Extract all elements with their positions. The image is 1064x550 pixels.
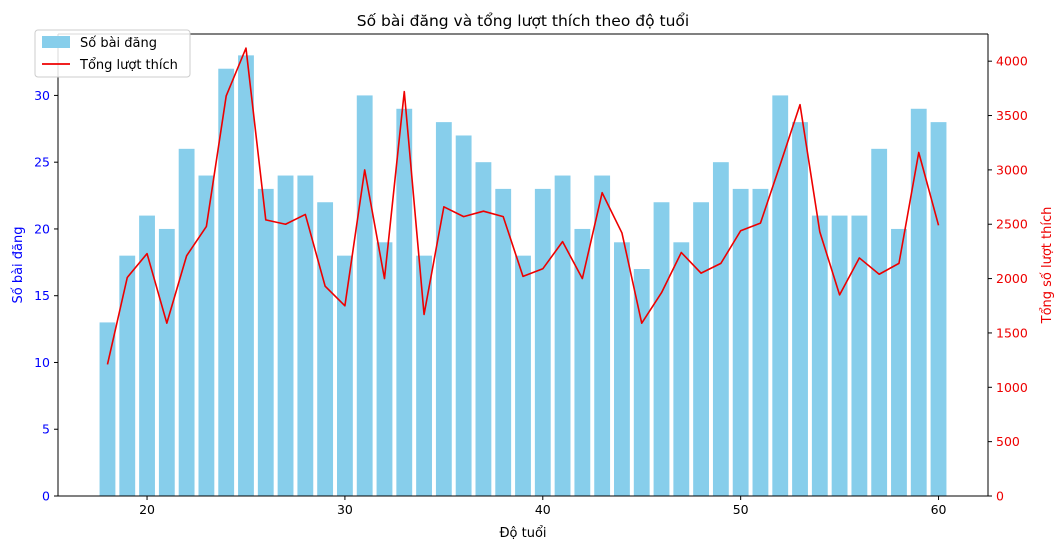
- x-tick-label: 40: [535, 502, 551, 517]
- y-right-tick-label: 2000: [996, 271, 1028, 286]
- x-axis-title: Độ tuổi: [499, 526, 546, 541]
- y-right-tick-label: 1000: [996, 380, 1028, 395]
- bar: [614, 242, 630, 496]
- bar: [693, 202, 709, 496]
- y-right-tick-label: 4000: [996, 54, 1028, 69]
- likes-line: [106, 47, 940, 365]
- bar: [653, 202, 670, 496]
- bar: [594, 175, 611, 496]
- y-axis-right-title: Tổng số lượt thích: [1040, 207, 1055, 325]
- legend-line-label: Tổng lượt thích: [79, 58, 178, 73]
- bar: [871, 148, 888, 496]
- bar: [851, 215, 868, 496]
- bar: [574, 228, 591, 496]
- y-left-tick-label: 25: [34, 155, 50, 170]
- bar: [732, 188, 749, 496]
- bar: [238, 55, 254, 496]
- bar: [831, 215, 848, 496]
- axes: 20 30 40 50 60 0 5 10 15 20 25 30 0 500 1000 1500 2000 25…: [34, 33, 1028, 517]
- bar: [515, 255, 531, 496]
- bar: [297, 175, 314, 496]
- y-right-tick-label: 3000: [996, 162, 1028, 177]
- y-left-tick-label: 20: [34, 221, 50, 236]
- bar: [752, 188, 769, 496]
- bar: [198, 175, 215, 496]
- y-right-tick-label: 1500: [996, 325, 1028, 340]
- bar: [891, 228, 907, 496]
- y-left-tick-label: 15: [34, 288, 50, 303]
- bar: [633, 269, 650, 496]
- bar: [455, 135, 472, 496]
- legend-box: [34, 29, 191, 78]
- bar: [218, 68, 235, 496]
- x-tick-label: 30: [337, 502, 353, 517]
- y-right-tick-label: 500: [996, 434, 1020, 449]
- bar: [119, 255, 136, 496]
- bar: [158, 228, 175, 496]
- x-tick-label: 60: [931, 502, 947, 517]
- bar: [534, 188, 551, 496]
- bar: [792, 122, 808, 496]
- bar: [356, 95, 373, 496]
- bar: [317, 202, 334, 496]
- bar: [930, 122, 947, 496]
- legend: Số bài đăng Tổng lượt thích: [34, 29, 191, 78]
- y-left-tick-label: 10: [34, 355, 50, 370]
- bar: [435, 122, 452, 496]
- y-right-tick-label: 3500: [996, 108, 1028, 123]
- bar: [376, 242, 393, 496]
- bar-series: [99, 55, 947, 496]
- y-axis-left-title: Số bài đăng: [11, 226, 26, 303]
- bar: [772, 95, 789, 496]
- y-left-tick-label: 5: [42, 422, 50, 437]
- chart-title: Số bài đăng và tổng lượt thích theo độ t…: [357, 12, 689, 30]
- bar: [178, 148, 195, 496]
- bar: [337, 255, 353, 496]
- legend-bar-label: Số bài đăng: [80, 36, 157, 51]
- bar: [139, 215, 155, 496]
- bar: [257, 188, 274, 496]
- bar: [99, 322, 116, 496]
- bar: [396, 108, 413, 496]
- bar: [673, 242, 690, 496]
- bar: [277, 175, 294, 496]
- y-left-tick-label: 30: [34, 88, 50, 103]
- y-right-tick-label: 2500: [996, 217, 1028, 232]
- bar: [910, 108, 927, 496]
- y-right-tick-label: 0: [996, 489, 1004, 504]
- bar: [554, 175, 571, 496]
- bar: [495, 188, 512, 496]
- x-tick-label: 50: [733, 502, 749, 517]
- bar: [811, 215, 828, 496]
- line-series: [106, 47, 940, 365]
- legend-bar-swatch: [42, 36, 70, 48]
- bar: [416, 255, 432, 496]
- bar: [475, 162, 492, 496]
- bar: [712, 162, 729, 496]
- y-left-tick-label: 0: [42, 489, 50, 504]
- x-tick-label: 20: [139, 502, 155, 517]
